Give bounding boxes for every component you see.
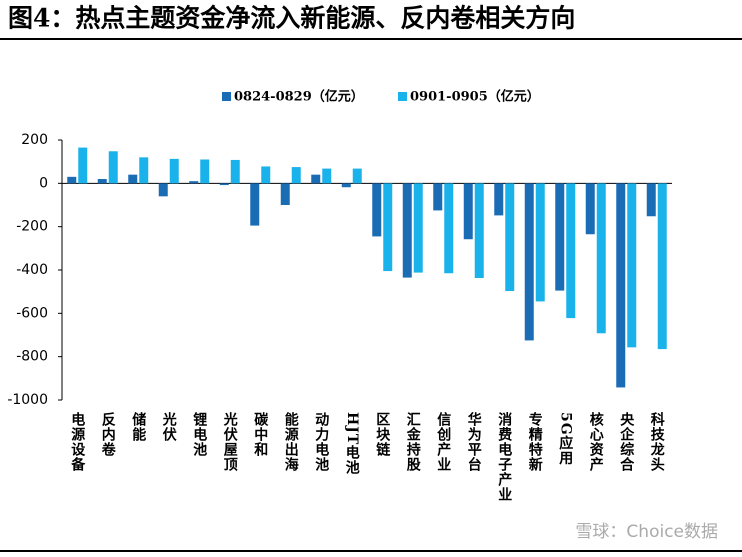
x-tick-label: 专精特新 [527, 411, 543, 472]
legend-label: 0824-0829（亿元） [234, 89, 364, 105]
bar [139, 157, 149, 184]
x-tick-label: 电源设备 [69, 411, 86, 472]
y-tick-label: 0 [39, 175, 48, 191]
x-tick-label: 储能 [130, 411, 147, 442]
bar [250, 183, 260, 226]
bar [97, 179, 107, 184]
bar [585, 183, 595, 235]
x-tick-label: 汇金持股 [405, 412, 422, 472]
bar [341, 183, 351, 188]
bar [413, 183, 423, 273]
bar [616, 183, 626, 388]
x-tick-label: 锂电池 [191, 411, 207, 457]
y-tick-label: -600 [16, 305, 48, 321]
bar [627, 183, 637, 348]
bar [169, 158, 179, 184]
bar [189, 181, 199, 184]
y-tick-label: -800 [16, 349, 48, 365]
legend-label: 0901-0905（亿元） [410, 89, 540, 105]
bar [67, 176, 77, 184]
x-tick-label: 区块链 [374, 412, 390, 457]
bar [474, 183, 484, 279]
x-tick-label: 科技龙头 [649, 411, 666, 472]
bar [108, 151, 118, 184]
bar [219, 183, 229, 186]
bar [311, 174, 321, 184]
bar [646, 183, 656, 217]
bar [566, 183, 576, 319]
bar [444, 183, 454, 274]
bar [524, 183, 534, 341]
bar [352, 168, 362, 184]
bar [555, 183, 565, 291]
x-tick-label: 消费电子产业 [496, 411, 512, 502]
watermark: 雪球：Choice数据 [575, 522, 718, 542]
chart-title: 图4：热点主题资金净流入新能源、反内卷相关方向 [8, 4, 575, 33]
bar [657, 183, 667, 350]
x-tick-label: 光伏屋顶 [222, 411, 239, 472]
x-tick-label: 核心资产 [588, 411, 604, 472]
x-tick-label: 央企综合 [618, 411, 635, 472]
x-tick-label: HJT电池 [344, 412, 360, 476]
bar [535, 183, 545, 302]
x-tick-label: 碳中和 [252, 411, 268, 457]
y-tick-label: 200 [21, 132, 48, 148]
bar [200, 159, 210, 184]
bar [261, 166, 271, 184]
bar [494, 183, 504, 216]
x-tick-label: 光伏 [161, 411, 178, 442]
bar [596, 183, 606, 334]
bar [128, 174, 138, 184]
x-tick-label: 信创产业 [435, 411, 452, 472]
bar [433, 183, 443, 211]
bar [78, 147, 88, 184]
bar [158, 183, 168, 197]
x-tick-label: 动力电池 [313, 411, 329, 472]
bar [291, 167, 301, 184]
bar [402, 183, 412, 278]
bar [372, 183, 382, 237]
x-tick-label: 能源出海 [283, 411, 299, 472]
bar [383, 183, 393, 272]
bar [230, 159, 240, 184]
x-tick-label: 5G应用 [557, 412, 573, 466]
x-tick-label: 华为平台 [466, 411, 482, 472]
y-tick-label: -400 [16, 262, 48, 278]
bar [463, 183, 473, 240]
bar [322, 168, 332, 184]
legend-swatch [398, 92, 407, 101]
y-tick-label: -200 [16, 219, 48, 235]
y-tick-label: -1000 [7, 392, 48, 408]
legend-swatch [222, 92, 231, 101]
bar [280, 183, 290, 205]
bar [505, 183, 515, 292]
x-tick-label: 反内卷 [100, 411, 117, 457]
